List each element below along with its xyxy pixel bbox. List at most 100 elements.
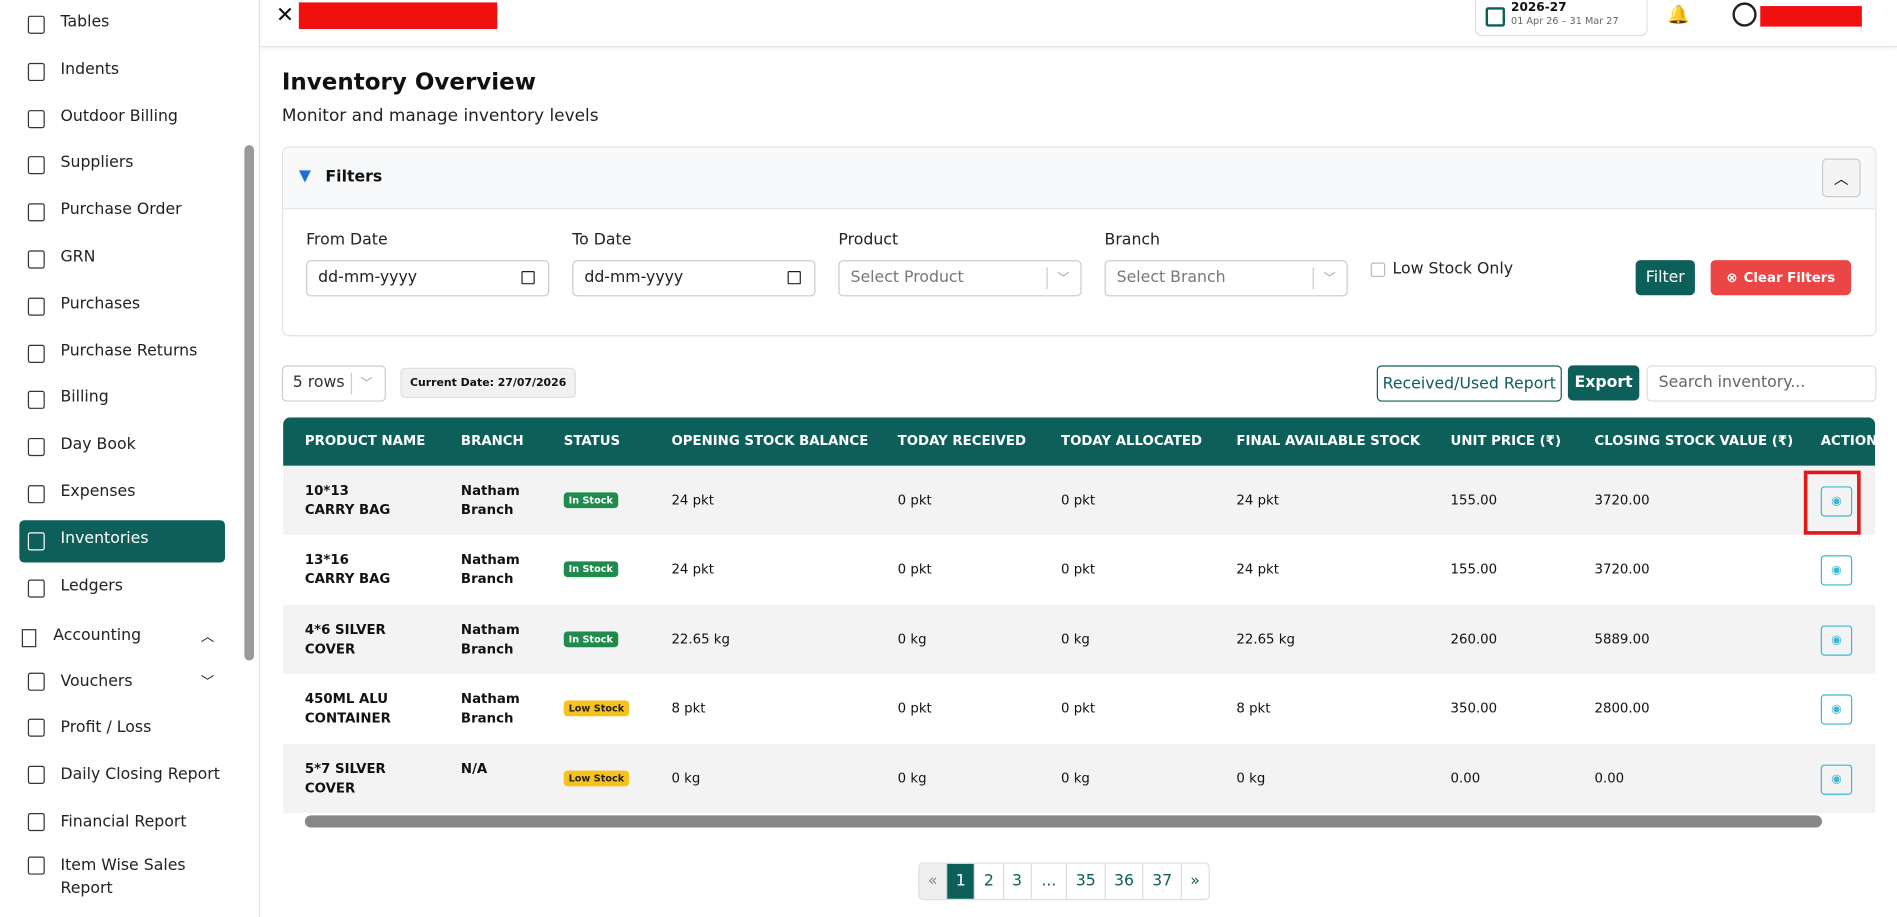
nav-item[interactable]: Daily Closing Report [60, 765, 220, 784]
nav-item[interactable]: Item Wise Sales Report [60, 856, 186, 898]
status-badge: Low Stock [563, 770, 630, 786]
page-link[interactable]: » [1180, 863, 1209, 899]
active-item [19, 519, 226, 563]
row-bg [283, 743, 1876, 813]
table-cell: 0 kg [671, 770, 701, 786]
filter-button[interactable]: Filter [1635, 260, 1695, 296]
redacted [1760, 6, 1862, 27]
table-cell: 0 pkt [1060, 492, 1096, 509]
export-button[interactable]: Export [1567, 365, 1640, 401]
column-header: TODAY ALLOCATED [1060, 433, 1203, 449]
nav-item[interactable]: Financial Report [60, 812, 187, 832]
nav-icon [27, 438, 45, 457]
checkbox[interactable] [1370, 262, 1386, 278]
table-cell: 3720.00 [1594, 492, 1650, 509]
year: 2026-27 [1511, 1, 1567, 15]
filters-title: Filters [325, 168, 383, 187]
nav-icon [27, 250, 45, 269]
page-title: Inventory Overview [281, 68, 536, 96]
clear-filters-button[interactable]: ⊗ Clear Filters [1710, 260, 1851, 296]
nav-item[interactable]: Outdoor Billing [60, 107, 178, 126]
nav-icon [27, 812, 45, 832]
bell-icon[interactable]: 🔔 [1667, 3, 1690, 26]
nav-item[interactable]: Indents [60, 60, 120, 79]
collapse-button[interactable]: ︿ [1821, 158, 1861, 198]
column-header: FINAL AVAILABLE STOCK [1236, 433, 1421, 449]
column-header: TODAY RECEIVED [897, 433, 1027, 449]
page-link[interactable]: 1 [946, 863, 975, 899]
nav-icon [27, 718, 45, 737]
table-header [283, 417, 1876, 466]
table-cell: 260.00 [1450, 631, 1498, 647]
nav-item[interactable]: Day Book [60, 435, 136, 454]
close-icon[interactable]: ✕ [275, 2, 295, 28]
column-header: UNIT PRICE (₹) [1450, 433, 1562, 449]
table-cell: 155.00 [1450, 561, 1498, 578]
chevron: ﹀ [1057, 272, 1070, 286]
table-cell: 0 pkt [1060, 561, 1096, 578]
nav-item[interactable]: Purchase Order [60, 201, 182, 220]
view-button[interactable]: ◉ [1820, 555, 1853, 587]
chevron: ︿ [200, 629, 215, 645]
view-button[interactable]: ◉ [1820, 486, 1853, 517]
field-input[interactable]: Select Product ﹀ [838, 260, 1082, 297]
field-value: dd-mm-yyyy [318, 268, 418, 287]
year-range: 01 Apr 26 – 31 Mar 27 [1511, 15, 1619, 27]
nav-item[interactable]: Expenses [60, 482, 136, 501]
page-link[interactable]: ... [1030, 863, 1067, 899]
table-cell: Natham Branch [460, 482, 520, 518]
table-cell: 0 kg [1060, 631, 1090, 647]
divider [1046, 267, 1048, 290]
field-input[interactable]: Select Branch ﹀ [1104, 260, 1348, 297]
table-cell: Natham Branch [460, 621, 520, 657]
year-selector[interactable]: 2026-27 01 Apr 26 – 31 Mar 27 [1474, 0, 1648, 37]
highlight-box [1803, 470, 1861, 535]
field-label: Product [838, 231, 899, 250]
chevron: ﹀ [1323, 272, 1336, 286]
page-link[interactable]: 35 [1066, 863, 1105, 899]
column-header: BRANCH [460, 433, 524, 449]
column-header: CLOSING STOCK VALUE (₹) [1594, 433, 1794, 449]
page-link[interactable]: « [919, 863, 947, 899]
table-cell: N/A [460, 760, 488, 777]
nav-item[interactable]: Billing [60, 388, 109, 407]
nav-section[interactable]: Accounting [53, 626, 142, 645]
field-value: dd-mm-yyyy [584, 268, 684, 287]
nav-icon [27, 485, 45, 504]
nav-item[interactable]: GRN [60, 248, 96, 267]
nav-item[interactable]: Inventories [60, 529, 149, 548]
field-input[interactable]: dd-mm-yyyy [306, 260, 550, 297]
view-button[interactable]: ◉ [1820, 694, 1853, 725]
nav-item[interactable]: Purchases [60, 294, 141, 314]
nav-item[interactable]: Ledgers [60, 576, 123, 595]
calendar-icon [787, 270, 801, 285]
view-button[interactable]: ◉ [1820, 764, 1853, 795]
view-button[interactable]: ◉ [1820, 625, 1853, 656]
table-cell: 0 kg [1060, 770, 1090, 786]
nav-item[interactable]: Purchase Returns [60, 341, 198, 361]
page-link[interactable]: 37 [1142, 863, 1181, 899]
table-cell: Natham Branch [460, 691, 520, 727]
filter-icon: ▼ [298, 166, 311, 186]
nav-item[interactable]: Tables [60, 13, 110, 32]
page-link[interactable]: 3 [1002, 863, 1031, 899]
table-cell: 450ML ALU CONTAINER [304, 691, 391, 727]
table-cell: 22.65 kg [671, 631, 730, 647]
page-link[interactable]: 36 [1104, 863, 1143, 899]
nav-item[interactable]: Profit / Loss [60, 718, 152, 737]
rows-select[interactable]: 5 rows ﹀ [281, 365, 386, 402]
search-input[interactable]: Search inventory... [1646, 365, 1877, 402]
nav-item[interactable]: Suppliers [60, 154, 134, 173]
section-icon [21, 629, 37, 648]
report-button[interactable]: Received/Used Report [1376, 365, 1562, 402]
nav-item[interactable]: Vouchers [60, 672, 133, 691]
page-link[interactable]: 2 [974, 863, 1003, 899]
table-cell: 155.00 [1450, 492, 1498, 509]
user-icon[interactable] [1732, 2, 1757, 27]
nav-icon [27, 672, 45, 691]
calendar-icon [1485, 7, 1505, 27]
table-cell: 8 pkt [671, 700, 706, 717]
field-input[interactable]: dd-mm-yyyy [572, 260, 816, 297]
clear-label: Clear Filters [1743, 269, 1836, 286]
